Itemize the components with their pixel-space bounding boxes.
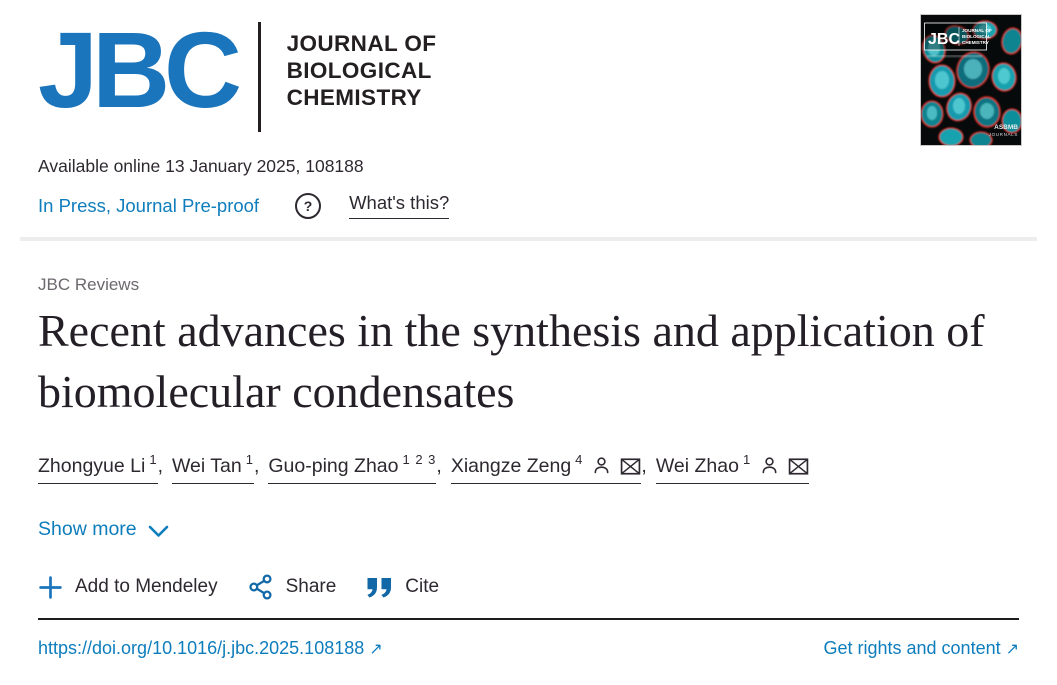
journal-logo[interactable]: JBC JOURNAL OF BIOLOGICAL CHEMISTRY <box>38 14 436 132</box>
journal-name-line: CHEMISTRY <box>286 85 422 110</box>
share-label: Share <box>285 576 337 597</box>
footer-rule <box>38 618 1019 620</box>
show-more-button[interactable]: Show more <box>38 518 169 541</box>
author-name: Xiangze Zeng <box>450 454 572 477</box>
cover-journal-line: JOURNAL OF <box>962 28 992 33</box>
author-name: Wei Zhao <box>655 454 739 477</box>
author-link[interactable]: Wei Tan 1 <box>171 452 254 484</box>
author-list: Zhongyue Li 1, Wei Tan 1, Guo-ping Zhao 1 2 3… <box>38 452 1018 484</box>
journal-name-line: JOURNAL OF <box>286 31 437 56</box>
cover-journals-text: JOURNALS <box>989 132 1018 137</box>
cover-art: JBC JOURNAL OF BIOLOGICAL CHEMISTRY ASBM… <box>921 15 1021 145</box>
get-rights-text: Get rights and content <box>823 638 1001 658</box>
external-link-icon: ↗ <box>369 639 383 658</box>
author-name: Wei Tan <box>171 454 242 477</box>
cite-quote-icon <box>367 577 392 597</box>
journal-name-line: BIOLOGICAL <box>286 58 432 83</box>
external-link-icon: ↗ <box>1005 639 1019 658</box>
chevron-down-icon <box>148 525 168 537</box>
author-link[interactable]: Zhongyue Li 1 <box>38 452 158 484</box>
jbc-logo-text: JBC <box>38 9 242 130</box>
doi-link[interactable]: https://doi.org/10.1016/j.jbc.2025.10818… <box>38 638 383 659</box>
email-icon <box>621 457 641 475</box>
cover-asbmb-text: ASBMB <box>994 124 1018 131</box>
author-affiliation-sup: 4 <box>575 452 584 467</box>
author-link[interactable]: Wei Zhao 1 <box>655 452 810 484</box>
person-icon <box>762 456 777 473</box>
logo-divider <box>258 22 261 132</box>
available-online-text: Available online 13 January 2025, 108188 <box>38 156 364 176</box>
get-rights-link[interactable]: Get rights and content ↗ <box>823 638 1019 659</box>
doi-text: https://doi.org/10.1016/j.jbc.2025.10818… <box>38 638 365 658</box>
author-affiliation-sup: 1 2 3 <box>402 452 437 467</box>
author-affiliation-sup: 1 <box>245 452 254 467</box>
email-icon <box>788 457 809 475</box>
question-mark-icon[interactable]: ? <box>295 192 322 219</box>
article-category: JBC Reviews <box>38 275 140 294</box>
author-affiliation-sup: 1 <box>742 452 752 467</box>
author-separator: , <box>157 454 163 477</box>
show-more-label: Show more <box>38 518 137 540</box>
author-link[interactable]: Xiangze Zeng 4 <box>450 452 642 484</box>
plus-icon <box>39 575 62 599</box>
author-name: Zhongyue Li <box>38 454 146 477</box>
author-name: Guo-ping Zhao <box>268 454 399 477</box>
cover-journal-line: BIOLOGICAL <box>962 34 991 39</box>
journal-cover-thumbnail[interactable]: JBC JOURNAL OF BIOLOGICAL CHEMISTRY ASBM… <box>920 14 1022 146</box>
cite-button[interactable]: Cite <box>366 576 439 599</box>
author-separator: , <box>641 454 647 477</box>
cover-logo-box <box>924 22 987 51</box>
share-button[interactable]: Share <box>248 574 337 600</box>
journal-name: JOURNAL OF BIOLOGICAL CHEMISTRY <box>287 30 437 111</box>
author-separator: , <box>436 454 442 477</box>
add-to-mendeley-label: Add to Mendeley <box>75 576 218 597</box>
author-link[interactable]: Guo-ping Zhao 1 2 3 <box>268 452 437 484</box>
in-press-link[interactable]: In Press, Journal Pre-proof <box>38 194 260 216</box>
author-separator: , <box>253 454 260 477</box>
whats-this-link[interactable]: What's this? <box>349 192 450 219</box>
share-icon <box>248 574 272 600</box>
person-icon <box>594 456 609 473</box>
cite-label: Cite <box>405 576 440 597</box>
cover-journal-line: CHEMISTRY <box>962 40 989 45</box>
article-title: Recent advances in the synthesis and app… <box>38 305 985 417</box>
add-to-mendeley-button[interactable]: Add to Mendeley <box>38 575 218 600</box>
section-divider <box>20 237 1037 241</box>
cover-jbc-text: JBC <box>928 31 960 48</box>
author-affiliation-sup: 1 <box>149 452 158 467</box>
